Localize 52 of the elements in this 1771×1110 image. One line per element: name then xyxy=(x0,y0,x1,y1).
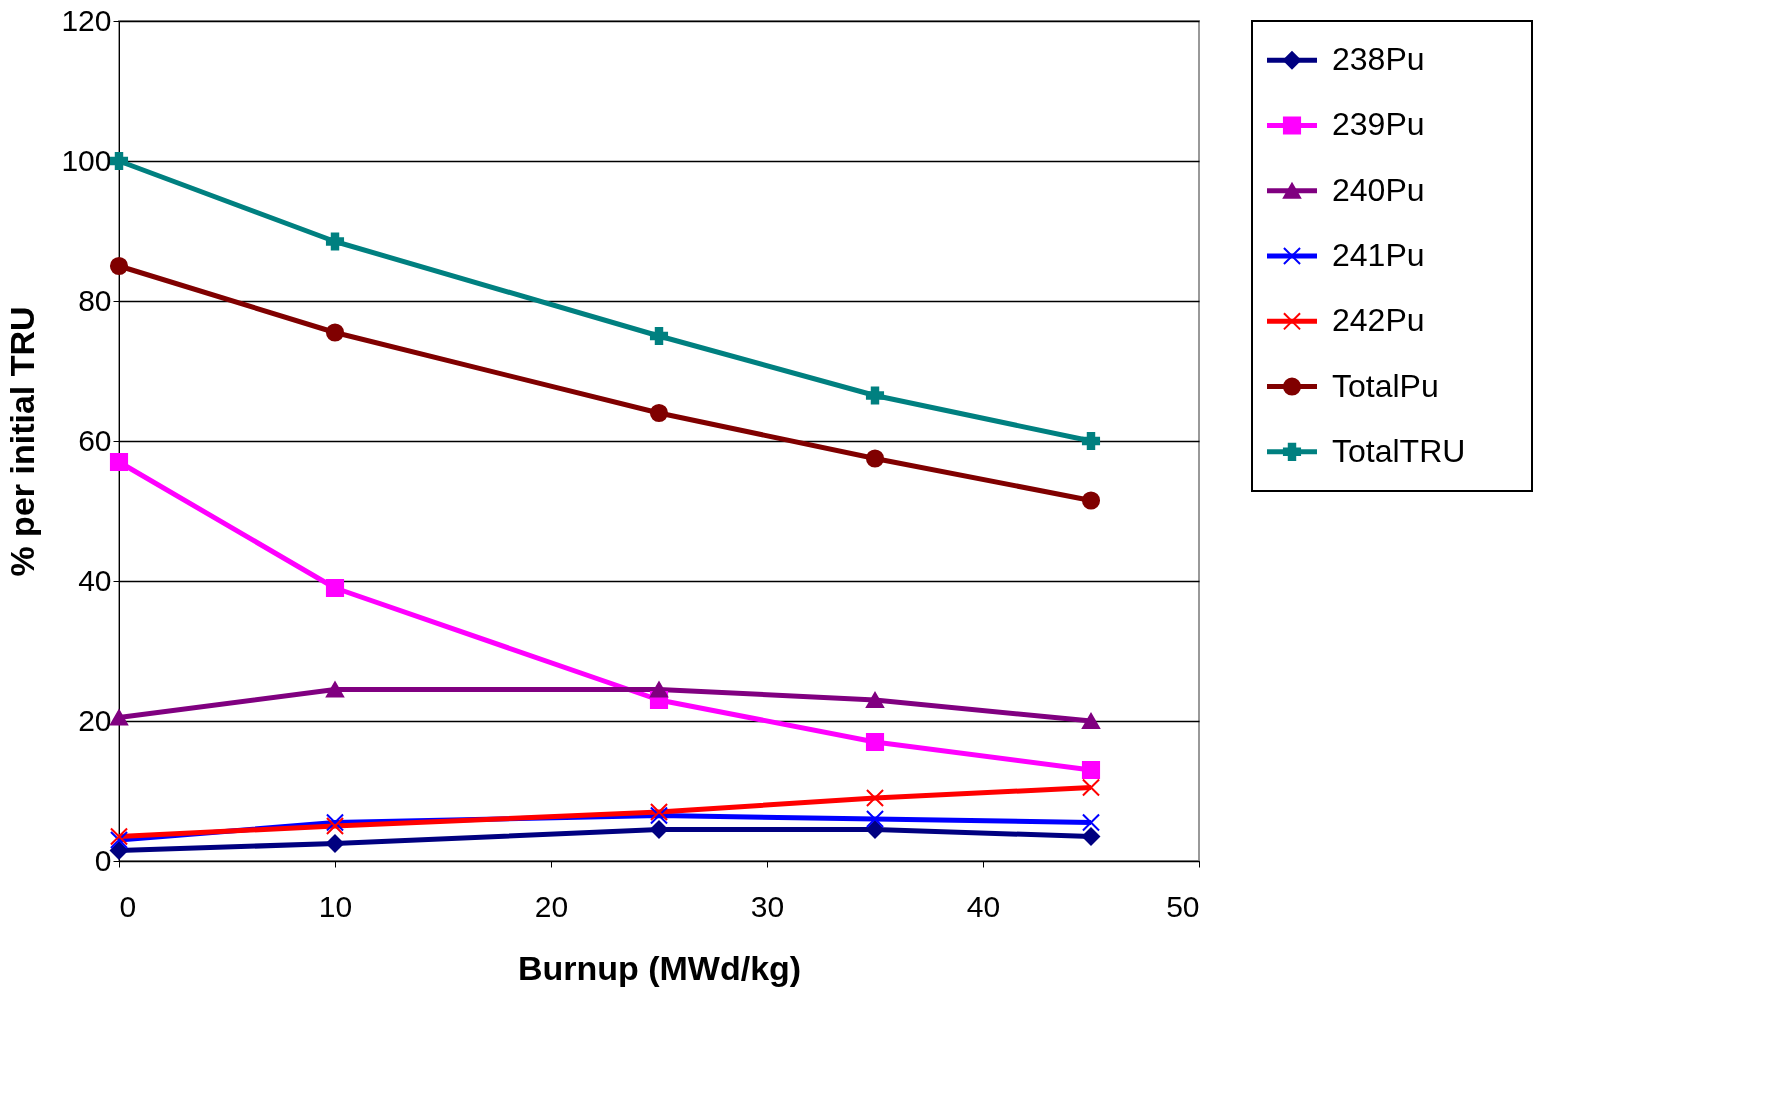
y-tick-label: 20 xyxy=(78,703,112,737)
legend-label: TotalTRU xyxy=(1332,432,1466,469)
y-axis-title: % per initial TRU xyxy=(3,306,42,577)
point xyxy=(1081,431,1101,451)
point xyxy=(865,692,885,708)
x-tick-label: 40 xyxy=(966,889,1001,923)
point xyxy=(865,820,885,839)
point xyxy=(865,732,885,752)
point xyxy=(649,820,669,839)
point xyxy=(865,386,885,405)
point xyxy=(865,788,885,808)
y-tick-label: 60 xyxy=(78,423,112,457)
legend-label: 238Pu xyxy=(1332,41,1425,78)
y-tick-label: 40 xyxy=(78,563,112,597)
point xyxy=(325,232,345,251)
point xyxy=(865,449,885,468)
point xyxy=(109,256,129,276)
y-tick-label: 0 xyxy=(94,843,112,877)
y-tick-label: 80 xyxy=(78,283,112,317)
x-tick-label: 10 xyxy=(318,889,353,923)
point xyxy=(325,834,345,853)
point xyxy=(1081,778,1101,797)
legend-label: 240Pu xyxy=(1332,171,1425,208)
point xyxy=(649,403,669,423)
point xyxy=(1081,760,1101,780)
point xyxy=(649,681,669,698)
point xyxy=(109,841,129,860)
point xyxy=(109,151,129,171)
legend-label: 241Pu xyxy=(1332,237,1425,273)
x-axis-title: Burnup (MWd/kg) xyxy=(517,948,802,987)
x-tick-label: 30 xyxy=(750,889,785,923)
point xyxy=(325,578,345,598)
point xyxy=(109,452,129,472)
legend-label: TotalPu xyxy=(1332,367,1439,404)
point xyxy=(649,326,669,346)
point xyxy=(1081,491,1101,510)
legend-label: 239Pu xyxy=(1332,106,1425,143)
y-tick-label: 120 xyxy=(61,3,112,37)
y-tick-label: 100 xyxy=(61,143,112,177)
point xyxy=(1081,813,1101,832)
legend-label: 242Pu xyxy=(1332,302,1425,339)
point xyxy=(325,681,345,698)
x-tick-label: 50 xyxy=(1166,889,1200,923)
point xyxy=(1081,827,1101,846)
x-tick-label: 20 xyxy=(534,889,569,923)
point xyxy=(109,827,129,846)
point xyxy=(109,830,129,850)
point xyxy=(109,709,129,726)
point xyxy=(1081,713,1101,729)
x-tick-label: 0 xyxy=(119,889,137,923)
point xyxy=(865,809,885,829)
point xyxy=(325,323,345,342)
